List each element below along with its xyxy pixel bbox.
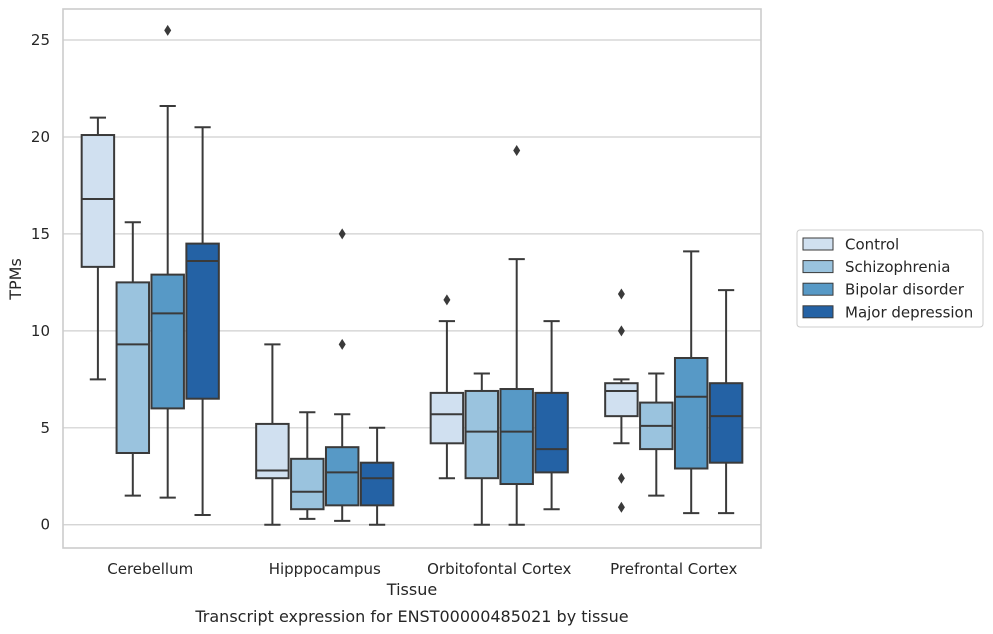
box-group xyxy=(604,288,639,513)
y-axis-label: TPMs xyxy=(6,258,25,301)
box xyxy=(80,134,116,268)
y-tick-label: 5 xyxy=(40,419,50,437)
legend-swatch xyxy=(802,260,834,274)
outlier-point xyxy=(338,228,346,240)
legend-frame xyxy=(796,229,984,328)
legend-label: Major depression xyxy=(845,303,973,321)
box xyxy=(359,461,395,507)
outlier-point xyxy=(617,325,625,337)
x-tick-label: Hipppocampus xyxy=(269,560,381,578)
y-tick-label: 25 xyxy=(31,31,50,49)
box xyxy=(150,273,185,410)
box xyxy=(708,382,744,464)
box-group xyxy=(255,343,290,526)
legend-label: Control xyxy=(845,236,899,254)
box xyxy=(115,281,151,454)
box-group xyxy=(464,372,500,526)
legend-label: Bipolar disorder xyxy=(845,281,965,299)
legend-swatch xyxy=(802,305,834,319)
x-tick-label: Cerebellum xyxy=(107,560,193,578)
box xyxy=(185,242,220,400)
outlier-point xyxy=(443,294,451,306)
box xyxy=(255,422,290,480)
legend-swatch xyxy=(802,237,834,251)
outlier-point xyxy=(513,145,521,157)
box xyxy=(499,388,534,486)
outlier-point xyxy=(617,472,625,484)
outlier-point xyxy=(338,338,346,350)
box-group xyxy=(673,250,709,515)
box-group xyxy=(359,426,395,526)
y-tick-label: 20 xyxy=(31,128,50,146)
legend-swatch xyxy=(802,282,834,296)
x-tick-labels: Cerebellum Hipppocampus Orbitofontal Corte… xyxy=(107,560,737,578)
box-plot-layer xyxy=(80,24,744,526)
box-group xyxy=(534,320,569,511)
box xyxy=(604,382,639,418)
box-group xyxy=(150,24,185,499)
box-group xyxy=(324,228,360,522)
box-group xyxy=(639,372,674,497)
box-group xyxy=(115,221,151,497)
legend-label: Schizophrenia xyxy=(845,258,950,276)
box-group xyxy=(185,126,220,517)
plot-frame xyxy=(62,8,762,549)
x-axis-label: Tissue xyxy=(386,580,437,599)
box xyxy=(534,391,569,474)
box xyxy=(324,446,360,507)
box-group xyxy=(499,145,534,526)
box xyxy=(673,356,709,470)
box xyxy=(429,391,465,445)
y-tick-label: 15 xyxy=(31,225,50,243)
x-tick-label: Prefrontal Cortex xyxy=(610,560,737,578)
box xyxy=(464,389,500,480)
legend: Control Schizophrenia Bipolar disorder Majo… xyxy=(796,229,984,328)
y-tick-labels: 0 5 10 15 20 25 xyxy=(31,31,50,534)
x-tick-label: Orbitofontal Cortex xyxy=(427,560,571,578)
box-group xyxy=(429,294,465,480)
chart-caption: Transcript expression for ENST0000048502… xyxy=(194,607,628,626)
box-group xyxy=(290,411,325,520)
box xyxy=(290,457,325,511)
box-group xyxy=(80,116,116,381)
y-tick-label: 10 xyxy=(31,322,50,340)
outlier-point xyxy=(617,501,625,513)
box-group xyxy=(708,289,744,515)
outlier-point xyxy=(617,288,625,300)
y-tick-label: 0 xyxy=(40,516,50,534)
outlier-point xyxy=(164,24,172,36)
